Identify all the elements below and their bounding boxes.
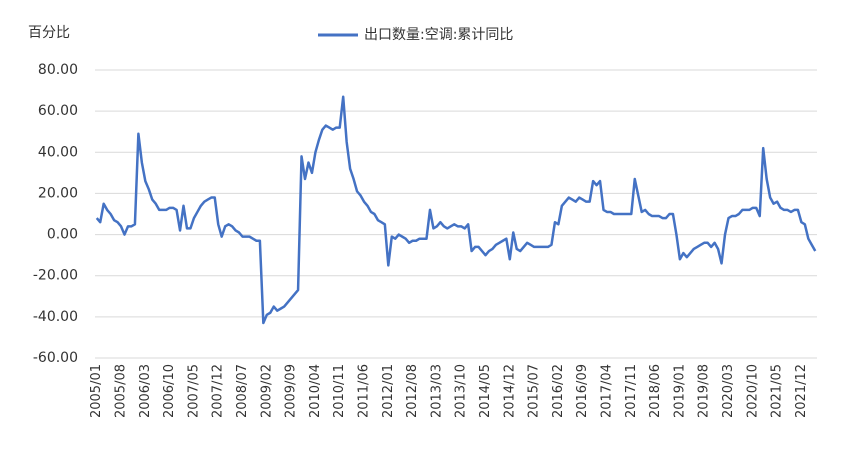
- x-tick-label: 2009/09: [284, 364, 299, 418]
- x-tick-label: 2012/01: [381, 364, 396, 418]
- x-tick-label: 2021/05: [770, 364, 785, 418]
- x-tick-label: 2021/12: [794, 364, 809, 418]
- x-tick-label: 2017/04: [599, 364, 614, 418]
- x-tick-label: 2016/02: [551, 364, 566, 418]
- x-tick-label: 2013/10: [454, 364, 469, 418]
- y-tick-label: -60.00: [33, 350, 78, 366]
- x-tick-label: 2020/03: [721, 364, 736, 418]
- x-tick-label: 2012/08: [405, 364, 420, 418]
- y-tick-label: 0.00: [47, 227, 78, 243]
- y-tick-label: 60.00: [38, 103, 78, 119]
- x-tick-label: 2007/05: [186, 364, 201, 418]
- y-tick-label: -40.00: [33, 309, 78, 325]
- x-tick-label: 2018/06: [648, 364, 663, 418]
- y-tick-label: -20.00: [33, 268, 78, 284]
- x-tick-label: 2005/01: [89, 364, 104, 418]
- x-tick-label: 2006/10: [162, 364, 177, 418]
- x-tick-label: 2019/01: [672, 364, 687, 418]
- x-tick-label: 2017/11: [624, 364, 639, 418]
- x-tick-label: 2007/12: [211, 364, 226, 418]
- y-tick-label: 80.00: [38, 62, 78, 78]
- x-tick-label: 2005/08: [114, 364, 129, 418]
- x-tick-label: 2010/04: [308, 364, 323, 418]
- x-tick-label: 2009/02: [259, 364, 274, 418]
- x-tick-label: 2011/06: [357, 364, 372, 418]
- x-tick-label: 2014/12: [502, 364, 517, 418]
- x-tick-label: 2014/05: [478, 364, 493, 418]
- x-tick-label: 2006/03: [138, 364, 153, 418]
- x-tick-label: 2019/08: [697, 364, 712, 418]
- y-axis-title: 百分比: [28, 25, 70, 41]
- x-tick-label: 2020/10: [745, 364, 760, 418]
- x-tick-label: 2016/09: [575, 364, 590, 418]
- legend-label: 出口数量:空调:累计同比: [364, 27, 513, 43]
- y-tick-label: 20.00: [38, 185, 78, 201]
- data-line: [95, 95, 817, 325]
- x-tick-label: 2010/11: [332, 364, 347, 418]
- x-tick-label: 2015/07: [527, 364, 542, 418]
- x-tick-label: 2008/07: [235, 364, 250, 418]
- x-tick-label: 2013/03: [429, 364, 444, 418]
- y-tick-label: 40.00: [38, 144, 78, 160]
